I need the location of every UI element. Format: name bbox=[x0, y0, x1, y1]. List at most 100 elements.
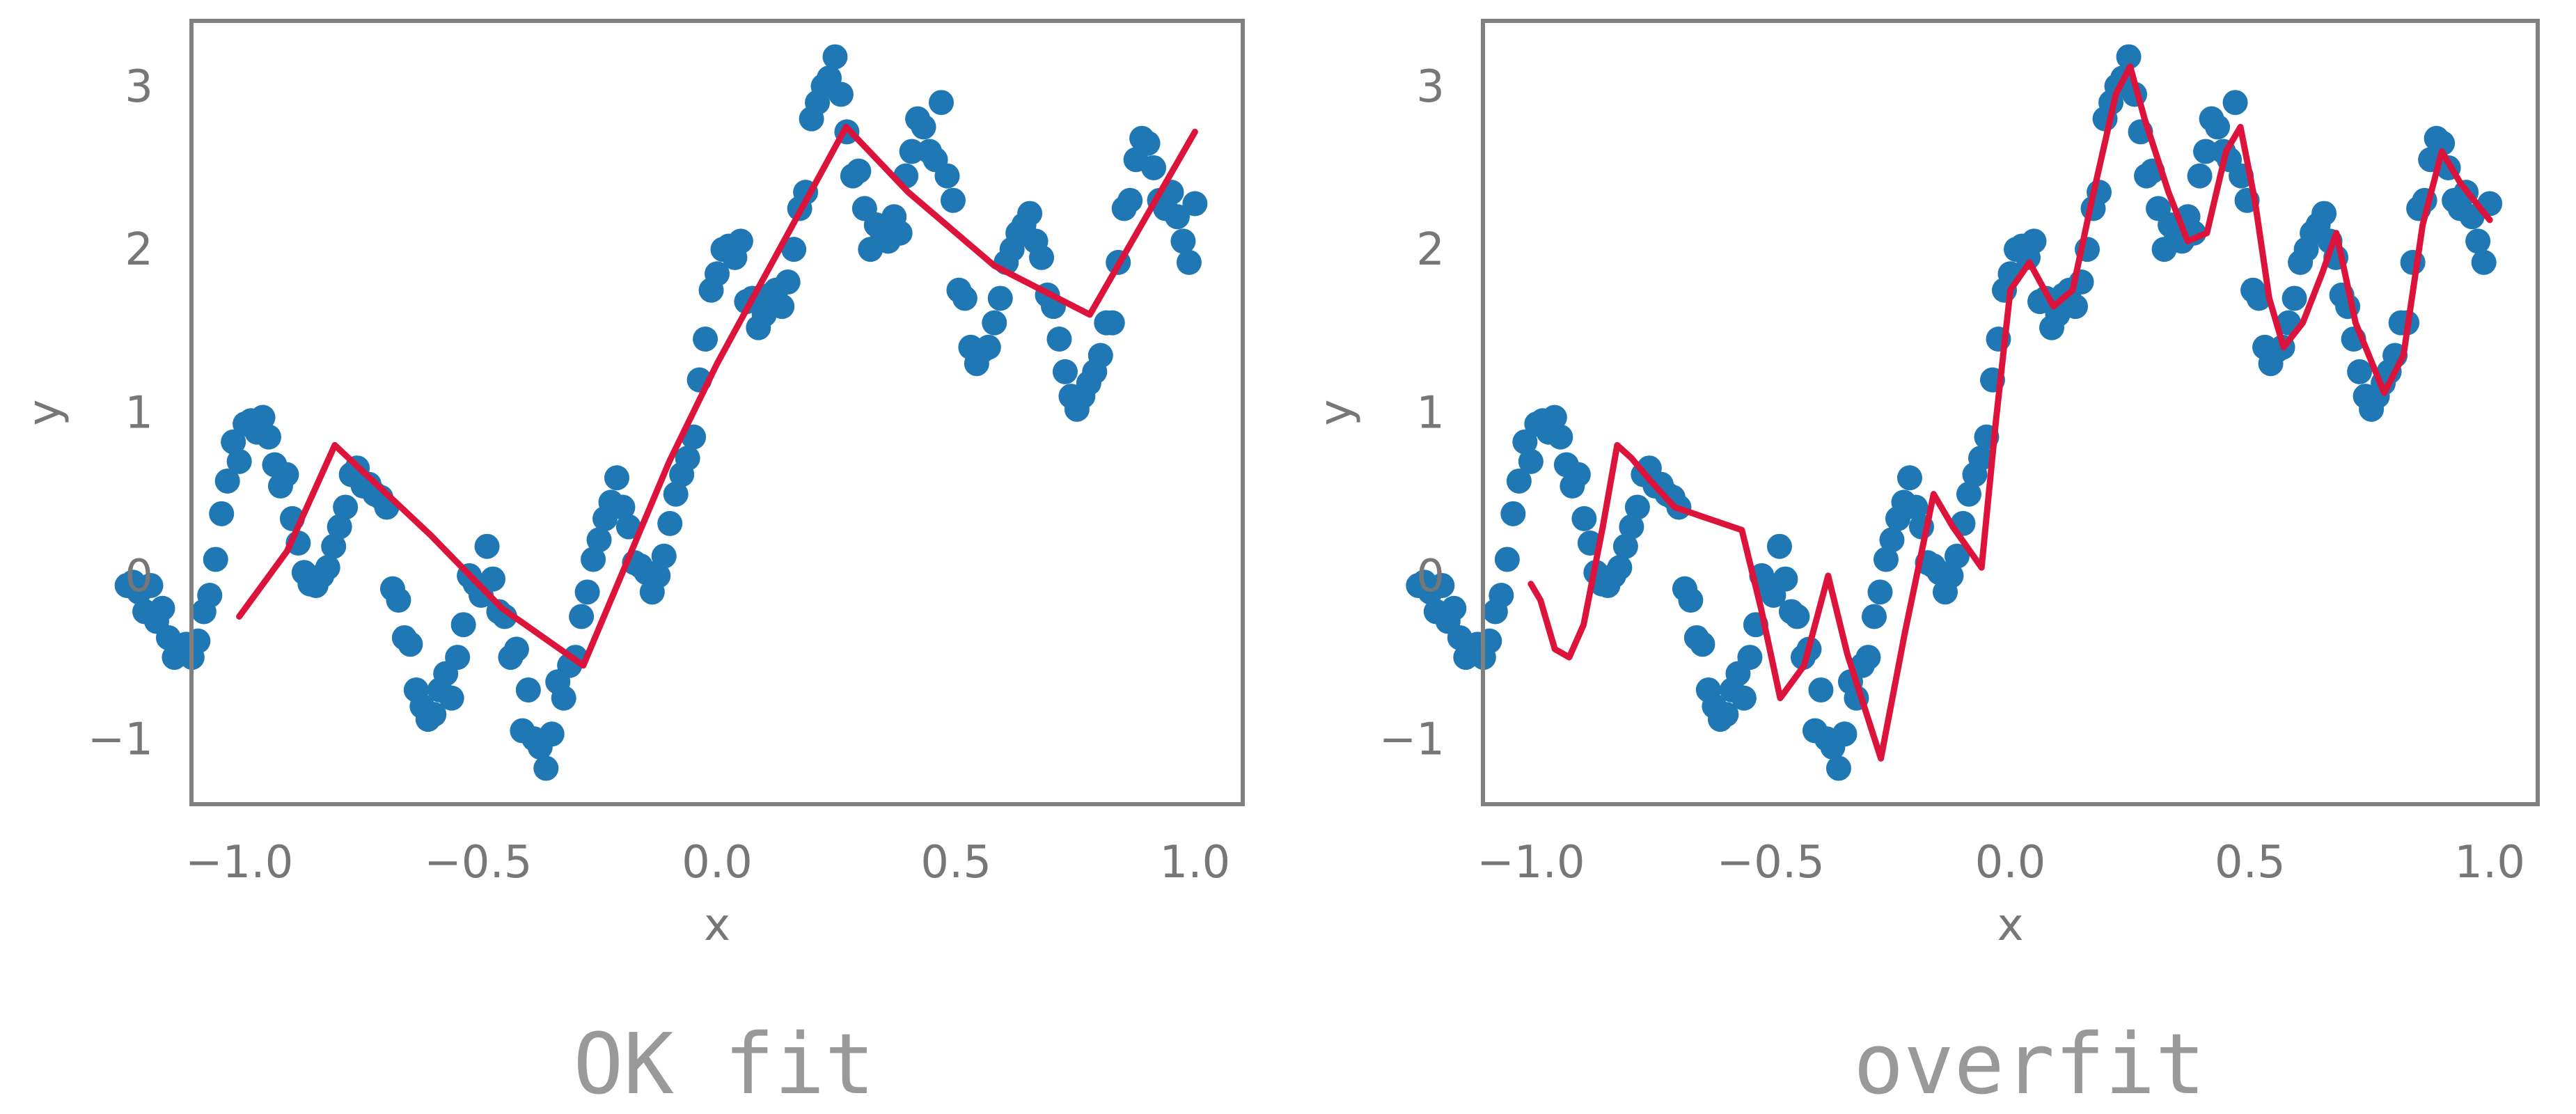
data-point bbox=[2430, 130, 2456, 156]
data-point bbox=[1541, 405, 1567, 430]
data-point bbox=[1867, 579, 1893, 605]
y-tick-label: 3 bbox=[125, 61, 153, 113]
data-point bbox=[450, 612, 476, 638]
data-point bbox=[982, 310, 1007, 336]
data-point bbox=[887, 220, 913, 246]
data-point bbox=[1678, 588, 1704, 613]
y-tick-label: −1 bbox=[88, 714, 153, 765]
y-tick-label: 1 bbox=[1416, 388, 1445, 439]
data-point bbox=[1612, 533, 1638, 559]
data-point bbox=[1944, 543, 1970, 569]
data-point bbox=[705, 261, 730, 287]
data-point bbox=[533, 755, 559, 781]
data-point bbox=[327, 514, 352, 540]
y-tick-label: 3 bbox=[1416, 61, 1445, 113]
data-point bbox=[675, 446, 700, 471]
data-point bbox=[398, 631, 423, 657]
data-point bbox=[2222, 90, 2248, 116]
data-point bbox=[1182, 191, 1208, 217]
data-point bbox=[1938, 563, 1964, 588]
data-point bbox=[1968, 446, 1993, 471]
data-point bbox=[1135, 130, 1161, 156]
data-point bbox=[581, 547, 606, 572]
data-point bbox=[1873, 547, 1899, 572]
data-point bbox=[2471, 249, 2497, 275]
data-point bbox=[1489, 583, 1514, 608]
data-point bbox=[1832, 721, 1858, 747]
data-point bbox=[1956, 481, 1981, 507]
data-point bbox=[1494, 547, 1520, 572]
data-point bbox=[315, 555, 340, 581]
data-point bbox=[728, 228, 753, 254]
data-point bbox=[1017, 201, 1043, 226]
data-point bbox=[1607, 555, 1633, 581]
x-tick-label: 0.0 bbox=[1975, 837, 2046, 888]
data-point bbox=[663, 481, 689, 507]
data-point bbox=[2282, 285, 2307, 311]
fit-line bbox=[236, 123, 1198, 669]
data-point bbox=[940, 187, 966, 213]
data-point bbox=[515, 677, 541, 703]
data-point bbox=[1825, 755, 1851, 781]
data-point bbox=[911, 114, 936, 140]
data-point bbox=[1518, 448, 1544, 474]
y-tick-label: 0 bbox=[125, 551, 153, 602]
data-point bbox=[2187, 163, 2213, 189]
data-point bbox=[693, 327, 718, 352]
data-point bbox=[474, 533, 500, 559]
data-point bbox=[439, 685, 464, 711]
data-point bbox=[1170, 228, 1196, 254]
data-point bbox=[333, 494, 359, 520]
data-point bbox=[539, 721, 565, 747]
x-tick-label: 0.5 bbox=[920, 837, 991, 888]
data-point bbox=[822, 44, 848, 70]
data-point bbox=[197, 583, 223, 608]
y-axis-label: y bbox=[1310, 400, 1362, 426]
data-point bbox=[138, 572, 164, 598]
data-point bbox=[645, 563, 671, 588]
data-point bbox=[1099, 310, 1125, 336]
data-point bbox=[421, 702, 447, 728]
data-point bbox=[574, 579, 600, 605]
data-point bbox=[2465, 228, 2491, 254]
data-point bbox=[952, 285, 977, 311]
data-point bbox=[1903, 494, 1929, 520]
x-tick-label: −1.0 bbox=[1477, 837, 1585, 888]
data-point bbox=[928, 90, 954, 116]
data-point bbox=[1571, 505, 1597, 531]
data-point bbox=[1619, 514, 1644, 540]
data-point bbox=[1164, 204, 1190, 230]
data-point bbox=[934, 163, 960, 189]
data-point bbox=[1477, 628, 1502, 654]
data-point bbox=[1548, 424, 1573, 450]
x-tick-label: 1.0 bbox=[2454, 837, 2525, 888]
data-point bbox=[185, 628, 211, 654]
plot-frame bbox=[1481, 19, 2540, 806]
data-point bbox=[987, 285, 1013, 311]
data-point bbox=[615, 514, 641, 540]
data-point bbox=[1046, 327, 1072, 352]
data-point bbox=[480, 566, 506, 592]
data-point bbox=[1141, 155, 1167, 180]
data-point bbox=[1861, 604, 1887, 629]
data-point bbox=[1896, 465, 1922, 491]
x-tick-label: 1.0 bbox=[1159, 837, 1230, 888]
data-point bbox=[274, 462, 299, 487]
data-point bbox=[651, 543, 677, 569]
data-point bbox=[2116, 44, 2142, 70]
y-tick-label: 1 bbox=[125, 388, 153, 439]
data-point bbox=[2193, 139, 2219, 164]
data-point bbox=[250, 405, 276, 430]
data-point bbox=[975, 334, 1001, 360]
data-point bbox=[1808, 677, 1834, 703]
data-point bbox=[775, 269, 801, 295]
data-point bbox=[1855, 645, 1881, 670]
overfit-panel: −1.0 −0.5 0.0 0.5 1.0 −1 0 1 2 3 x y overfit bbox=[1310, 19, 2540, 1113]
y-tick-label: 0 bbox=[1416, 551, 1445, 602]
data-point bbox=[828, 81, 854, 107]
data-point bbox=[1879, 527, 1905, 553]
data-point bbox=[846, 158, 872, 184]
x-tick-label: 0.5 bbox=[2215, 837, 2286, 888]
panel-caption: overfit bbox=[1853, 1017, 2206, 1113]
